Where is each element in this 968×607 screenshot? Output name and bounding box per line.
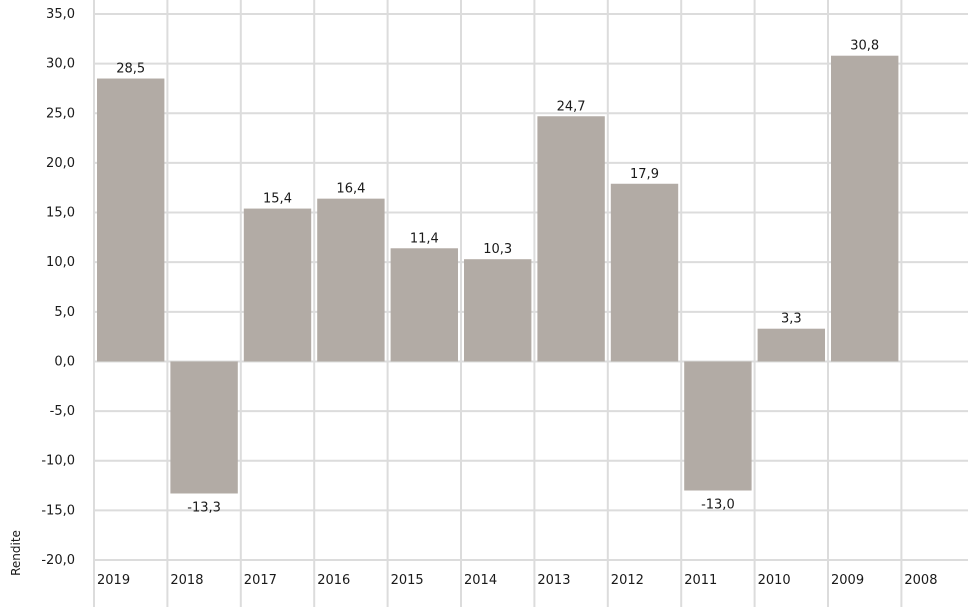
y-axis-ticks: 35,0 30,0 25,0 20,0 15,0 10,0 5,0 0,0 -5,0 -10,0 -… xyxy=(41,7,75,568)
y-tick-label: -5,0 xyxy=(50,404,75,419)
y-tick-label: 0,0 xyxy=(54,354,75,369)
bar-2010 xyxy=(757,328,825,362)
data-label: 17,9 xyxy=(630,167,659,182)
y-tick-label: -15,0 xyxy=(41,503,75,518)
bar-2011 xyxy=(684,361,752,491)
x-tick-label: 2011 xyxy=(684,573,717,588)
x-tick-label: 2012 xyxy=(611,573,644,588)
data-label: 24,7 xyxy=(557,99,586,114)
x-tick-label: 2014 xyxy=(464,573,497,588)
data-label: -13,0 xyxy=(701,498,735,513)
x-tick-label: 2015 xyxy=(391,573,424,588)
y-tick-label: -20,0 xyxy=(41,553,75,568)
x-tick-label: 2010 xyxy=(758,573,791,588)
x-tick-label: 2017 xyxy=(244,573,277,588)
x-tick-label: 2016 xyxy=(317,573,350,588)
x-tick-label: 2018 xyxy=(170,573,203,588)
y-tick-label: 5,0 xyxy=(54,305,75,320)
data-label: -13,3 xyxy=(187,500,221,515)
y-axis-label: Rendite xyxy=(9,530,23,576)
y-tick-label: 25,0 xyxy=(46,106,75,121)
y-tick-label: 15,0 xyxy=(46,206,75,221)
data-label: 3,3 xyxy=(781,312,802,327)
bars xyxy=(97,55,899,494)
bar-2009 xyxy=(831,55,899,362)
bar-2015 xyxy=(390,248,458,362)
bar-2013 xyxy=(537,116,605,362)
data-label: 15,4 xyxy=(263,192,292,207)
data-label: 16,4 xyxy=(336,182,365,197)
data-labels: 28,5 -13,3 15,4 16,4 11,4 10,3 24,7 17,9 -13,0 3,… xyxy=(116,39,879,516)
x-tick-label: 2019 xyxy=(97,573,130,588)
x-tick-label: 2013 xyxy=(537,573,570,588)
bar-2012 xyxy=(610,183,679,362)
y-tick-label: 10,0 xyxy=(46,255,75,270)
data-label: 10,3 xyxy=(483,242,512,257)
y-tick-label: 30,0 xyxy=(46,57,75,72)
x-tick-label: 2009 xyxy=(831,573,864,588)
bar-2018 xyxy=(170,361,238,494)
x-axis-ticks: 2019 2018 2017 2016 2015 2014 2013 2012 2011 2010… xyxy=(97,573,937,588)
data-label: 30,8 xyxy=(850,39,879,54)
y-tick-label: 35,0 xyxy=(46,7,75,22)
data-label: 11,4 xyxy=(410,231,439,246)
bar-2019 xyxy=(97,78,165,362)
y-tick-label: 20,0 xyxy=(46,156,75,171)
y-tick-label: -10,0 xyxy=(41,454,75,469)
bar-2014 xyxy=(464,259,532,362)
bar-2016 xyxy=(317,198,385,362)
data-label: 28,5 xyxy=(116,62,145,77)
x-tick-label: 2008 xyxy=(904,573,937,588)
grid xyxy=(93,0,968,607)
bar-2017 xyxy=(243,208,312,362)
